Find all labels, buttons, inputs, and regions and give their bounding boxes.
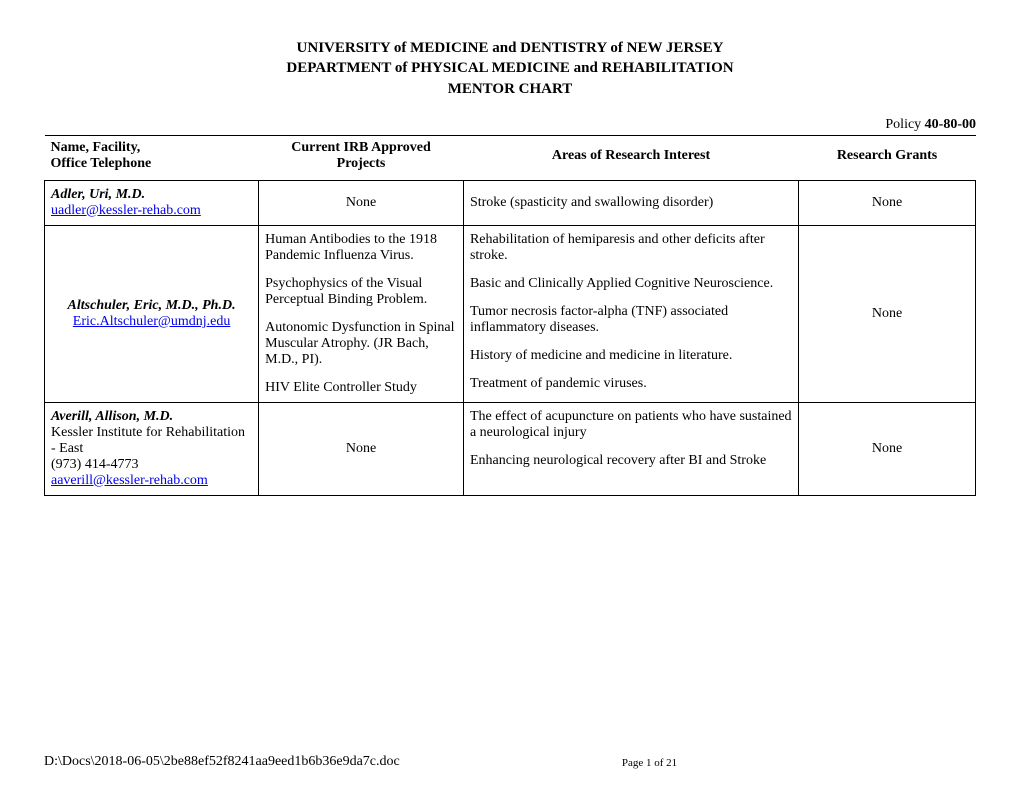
document-heading: UNIVERSITY of MEDICINE and DENTISTRY of … [44, 38, 976, 99]
area-item: Rehabilitation of hemiparesis and other … [470, 232, 792, 264]
area-item: The effect of acupuncture on patients wh… [470, 409, 792, 441]
cell-name: Averill, Allison, M.D. Kessler Institute… [45, 402, 259, 495]
mentor-name: Adler, Uri, M.D. [51, 187, 252, 203]
project-item: Autonomic Dysfunction in Spinal Muscular… [265, 320, 457, 368]
mentor-phone: (973) 414-4773 [51, 457, 252, 473]
cell-grants: None [799, 225, 976, 402]
cell-areas: Stroke (spasticity and swallowing disord… [463, 180, 798, 225]
col-header-grants: Research Grants [799, 135, 976, 180]
page-footer: D:\Docs\2018-06-05\2be88ef52f8241aa9eed1… [44, 754, 976, 770]
project-item: Human Antibodies to the 1918 Pandemic In… [265, 232, 457, 264]
cell-grants: None [799, 180, 976, 225]
policy-label: Policy [885, 117, 924, 132]
table-row: Adler, Uri, M.D. uadler@kessler-rehab.co… [45, 180, 976, 225]
policy-line: Policy 40-80-00 [44, 117, 976, 133]
footer-page-number: Page 1 of 21 [622, 757, 677, 769]
area-item: Treatment of pandemic viruses. [470, 376, 792, 392]
table-row: Altschuler, Eric, M.D., Ph.D. Eric.Altsc… [45, 225, 976, 402]
col-header-name-l2: Office Telephone [51, 156, 253, 172]
cell-projects: Human Antibodies to the 1918 Pandemic In… [259, 225, 464, 402]
cell-name: Altschuler, Eric, M.D., Ph.D. Eric.Altsc… [45, 225, 259, 402]
area-item: History of medicine and medicine in lite… [470, 348, 792, 364]
cell-projects: None [259, 402, 464, 495]
mentor-name: Altschuler, Eric, M.D., Ph.D. [51, 298, 252, 314]
area-item: Tumor necrosis factor-alpha (TNF) associ… [470, 304, 792, 336]
mentor-email-link[interactable]: uadler@kessler-rehab.com [51, 203, 201, 218]
col-header-name: Name, Facility, Office Telephone [45, 135, 259, 180]
mentor-name: Averill, Allison, M.D. [51, 409, 252, 425]
cell-areas: The effect of acupuncture on patients wh… [463, 402, 798, 495]
table-row: Averill, Allison, M.D. Kessler Institute… [45, 402, 976, 495]
col-header-name-l1: Name, Facility, [51, 140, 253, 156]
heading-line-1: UNIVERSITY of MEDICINE and DENTISTRY of … [44, 38, 976, 58]
mentor-facility: Kessler Institute for Rehabilitation - E… [51, 425, 252, 457]
cell-areas: Rehabilitation of hemiparesis and other … [463, 225, 798, 402]
heading-line-3: MENTOR CHART [44, 79, 976, 99]
mentor-email-link[interactable]: Eric.Altschuler@umdnj.edu [73, 314, 231, 329]
area-text: Stroke (spasticity and swallowing disord… [470, 195, 713, 210]
cell-name: Adler, Uri, M.D. uadler@kessler-rehab.co… [45, 180, 259, 225]
mentor-email-link[interactable]: aaverill@kessler-rehab.com [51, 473, 208, 488]
project-item: Psychophysics of the Visual Perceptual B… [265, 276, 457, 308]
cell-grants: None [799, 402, 976, 495]
col-header-projects: Current IRB Approved Projects [259, 135, 464, 180]
heading-line-2: DEPARTMENT of PHYSICAL MEDICINE and REHA… [44, 58, 976, 78]
footer-file-path: D:\Docs\2018-06-05\2be88ef52f8241aa9eed1… [44, 754, 400, 770]
area-item: Enhancing neurological recovery after BI… [470, 453, 792, 469]
policy-number: 40-80-00 [925, 117, 976, 132]
col-header-projects-l2: Projects [265, 156, 458, 172]
cell-projects: None [259, 180, 464, 225]
project-item: HIV Elite Controller Study [265, 380, 457, 396]
area-item: Basic and Clinically Applied Cognitive N… [470, 276, 792, 292]
mentor-chart-table: Name, Facility, Office Telephone Current… [44, 135, 976, 496]
table-header-row: Name, Facility, Office Telephone Current… [45, 135, 976, 180]
col-header-projects-l1: Current IRB Approved [265, 140, 458, 156]
col-header-areas: Areas of Research Interest [463, 135, 798, 180]
